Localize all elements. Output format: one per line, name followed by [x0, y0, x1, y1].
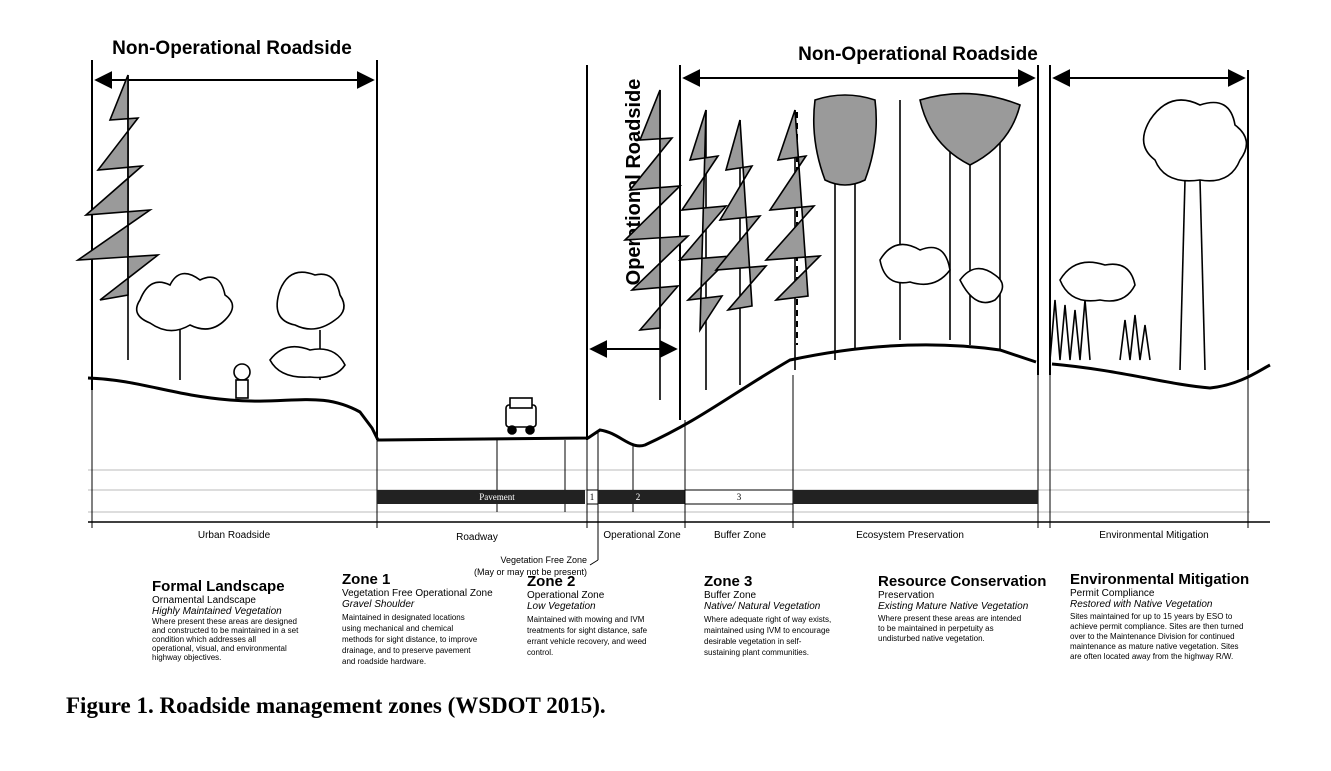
zone-label-operational-zone: Operational Zone [603, 530, 681, 541]
mitigation-tree-icon [1049, 99, 1248, 371]
bar-label-zone3: 3 [737, 492, 742, 502]
desc-italic: Native/ Natural Vegetation [704, 601, 821, 612]
desc-line: operational, visual, and environmental [152, 644, 287, 653]
desc-title: Zone 3 [704, 573, 752, 590]
vegetation-free-zone-note: (May or may not be present) [474, 567, 587, 577]
conifer-tree-icon [75, 74, 161, 360]
desc-italic: Gravel Shoulder [342, 599, 415, 610]
conifer-cluster-icon [622, 89, 823, 400]
dimension-arrows [94, 69, 1246, 358]
description-zone1: Zone 1 Vegetation Free Operational Zone … [342, 571, 493, 666]
desc-line: errant vehicle recovery, and weed [527, 637, 646, 646]
zone-label-ecosystem-preservation: Ecosystem Preservation [856, 530, 964, 541]
pavement-bar [377, 490, 585, 504]
desc-line: over to the Maintenance Division for con… [1070, 632, 1235, 641]
desc-line: sustaining plant communities. [704, 648, 809, 657]
bar-label-zone1: 1 [590, 492, 595, 502]
desc-subtitle: Buffer Zone [704, 590, 757, 601]
desc-title: Zone 2 [527, 573, 575, 590]
description-resource-conservation: Resource Conservation Preservation Exist… [878, 573, 1046, 643]
zone2-bar [598, 490, 685, 504]
desc-line: and constructed to be maintained in a se… [152, 626, 299, 635]
desc-italic: Highly Maintained Vegetation [152, 606, 282, 617]
desc-line: highway objectives. [152, 653, 221, 662]
bar-label-pavement: Pavement [479, 492, 515, 502]
description-zone2: Zone 2 Operational Zone Low Vegetation M… [527, 573, 648, 657]
desc-line: achieve permit compliance. Sites are the… [1070, 622, 1243, 631]
desc-italic: Existing Mature Native Vegetation [878, 601, 1029, 612]
header-non-operational-right: Non-Operational Roadside [798, 44, 1038, 65]
desc-line: Where adequate right of way exists, [704, 615, 831, 624]
vegetation-illustration [75, 74, 1248, 435]
zone-label-urban-roadside: Urban Roadside [198, 530, 271, 541]
description-formal-landscape: Formal Landscape Ornamental Landscape Hi… [152, 578, 299, 662]
description-environmental-mitigation: Environmental Mitigation Permit Complian… [1070, 571, 1249, 661]
desc-line: maintained using IVM to encourage [704, 626, 830, 635]
desc-title: Environmental Mitigation [1070, 571, 1249, 588]
desc-line: to be maintained in perpetuity as [878, 624, 994, 633]
desc-subtitle: Operational Zone [527, 590, 605, 601]
desc-line: and roadside hardware. [342, 657, 426, 666]
figure-caption: Figure 1. Roadside management zones (WSD… [66, 693, 606, 718]
desc-line: are often located away from the highway … [1070, 652, 1233, 661]
zone-bar [377, 489, 1038, 505]
desc-line: condition which addresses all [152, 635, 256, 644]
zone-grid [88, 370, 1270, 566]
desc-line: control. [527, 648, 553, 657]
desc-title: Formal Landscape [152, 578, 285, 595]
desc-line: Maintained with mowing and IVM [527, 615, 645, 624]
deciduous-tree-icon [135, 271, 346, 380]
desc-line: Where present these areas are intended [878, 614, 1021, 623]
desc-line: drainage, and to preserve pavement [342, 646, 471, 655]
desc-title: Zone 1 [342, 571, 390, 588]
desc-subtitle: Permit Compliance [1070, 588, 1155, 599]
mature-forest-icon [813, 92, 1021, 360]
desc-line: Where present these areas are designed [152, 617, 297, 626]
desc-line: methods for sight distance, to improve [342, 635, 478, 644]
desc-line: undisturbed native vegetation. [878, 634, 985, 643]
desc-line: maintenance as mature native vegetation.… [1070, 642, 1239, 651]
vegetation-free-zone-label: Vegetation Free Zone [500, 555, 587, 565]
header-non-operational-left: Non-Operational Roadside [112, 38, 352, 59]
zone-label-environmental-mitigation: Environmental Mitigation [1099, 530, 1209, 541]
desc-italic: Low Vegetation [527, 601, 596, 612]
description-zone3: Zone 3 Buffer Zone Native/ Natural Veget… [704, 573, 831, 657]
ground-profile [87, 343, 1271, 448]
desc-subtitle: Ornamental Landscape [152, 595, 256, 606]
desc-line: treatments for sight distance, safe [527, 626, 648, 635]
bar-label-zone2: 2 [636, 492, 641, 502]
desc-title: Resource Conservation [878, 573, 1046, 590]
zone-label-roadway: Roadway [456, 532, 498, 543]
desc-subtitle: Preservation [878, 590, 934, 601]
desc-line: desirable vegetation in self- [704, 637, 802, 646]
desc-line: Maintained in designated locations [342, 613, 465, 622]
vehicle-icon [505, 397, 537, 435]
zone-label-buffer-zone: Buffer Zone [714, 530, 767, 541]
desc-line: using mechanical and chemical [342, 624, 453, 633]
preservation-bar [793, 490, 1038, 504]
desc-subtitle: Vegetation Free Operational Zone [342, 588, 493, 599]
desc-line: Sites maintained for up to 15 years by E… [1070, 612, 1233, 621]
cyclist-icon [233, 363, 251, 399]
desc-italic: Restored with Native Vegetation [1070, 599, 1213, 610]
